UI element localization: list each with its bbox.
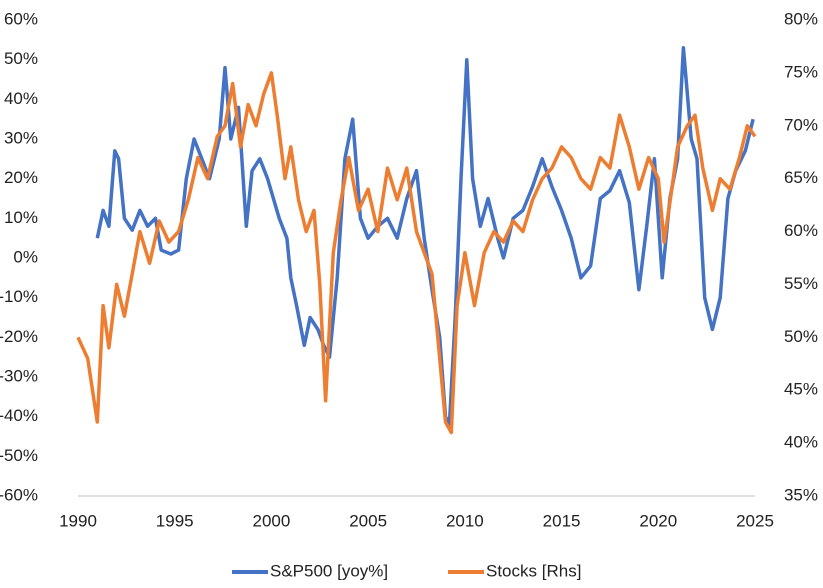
y-tick-label: -30% <box>0 366 38 385</box>
y2-tick-label: 80% <box>784 9 818 28</box>
legend-label: Stocks [Rhs] <box>486 561 581 580</box>
y2-tick-label: 35% <box>784 485 818 504</box>
x-tick-label: 2015 <box>543 511 581 530</box>
x-tick-label: 2020 <box>639 511 677 530</box>
series-line <box>95 46 755 427</box>
y-tick-label: -20% <box>0 327 38 346</box>
x-tick-label: 1995 <box>156 511 194 530</box>
x-tick-label: 2000 <box>253 511 291 530</box>
y2-tick-label: 65% <box>784 168 818 187</box>
y-tick-label: 30% <box>4 128 38 147</box>
y-tick-label: 50% <box>4 49 38 68</box>
y-tick-label: -40% <box>0 406 38 425</box>
y2-tick-label: 45% <box>784 380 818 399</box>
y2-tick-label: 60% <box>784 221 818 240</box>
legend-label: S&P500 [yoy%] <box>270 561 388 580</box>
series-line <box>76 71 757 435</box>
y-tick-label: 10% <box>4 208 38 227</box>
x-tick-label: 2005 <box>349 511 387 530</box>
y-tick-label: 20% <box>4 168 38 187</box>
y-tick-label: 60% <box>4 9 38 28</box>
x-tick-label: 1990 <box>59 511 97 530</box>
y-tick-label: -10% <box>0 287 38 306</box>
y-tick-label: 0% <box>13 247 38 266</box>
y2-tick-label: 75% <box>784 62 818 81</box>
y2-tick-label: 50% <box>784 327 818 346</box>
x-tick-label: 2010 <box>446 511 484 530</box>
y2-tick-label: 40% <box>784 433 818 452</box>
y2-tick-label: 55% <box>784 274 818 293</box>
x-tick-label: 2025 <box>736 511 774 530</box>
y-tick-label: -50% <box>0 446 38 465</box>
y-tick-label: 40% <box>4 89 38 108</box>
y-tick-label: -60% <box>0 485 38 504</box>
y2-tick-label: 70% <box>784 115 818 134</box>
